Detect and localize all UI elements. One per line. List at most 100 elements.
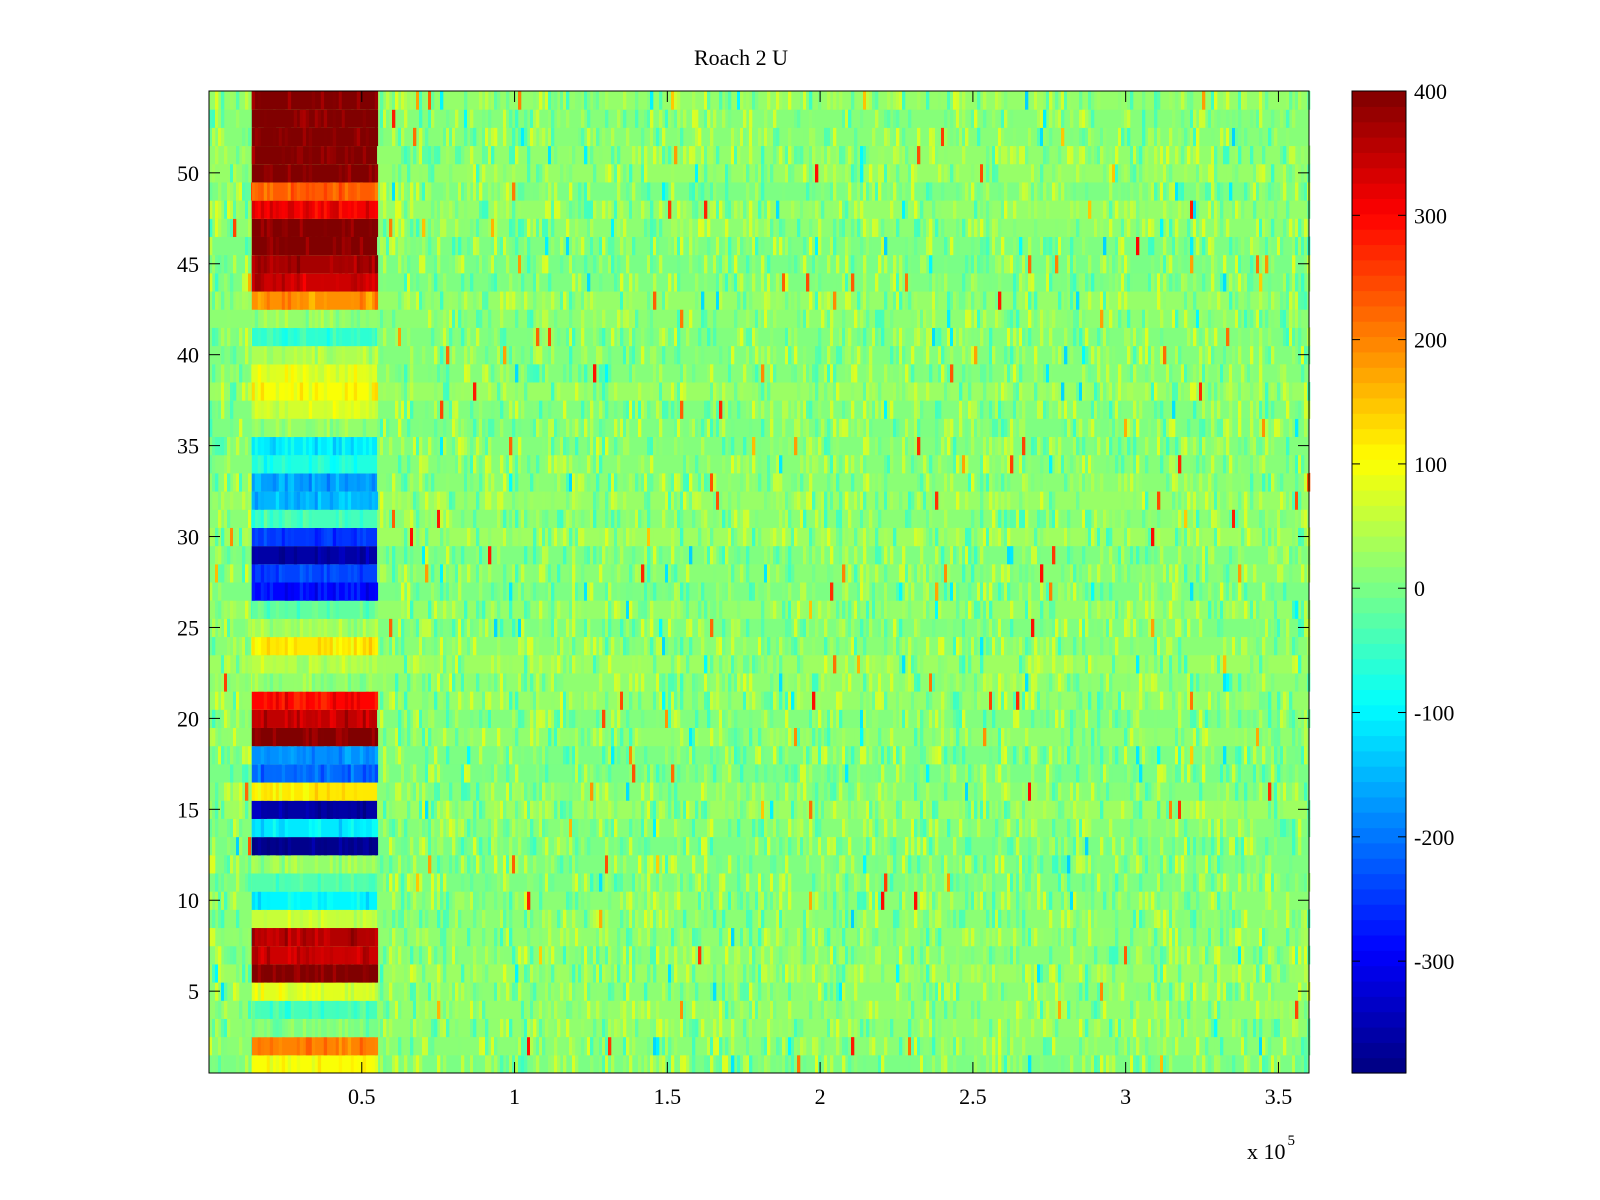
heatmap-cell xyxy=(1175,763,1179,783)
heatmap-cell xyxy=(464,782,468,801)
heatmap-cell xyxy=(788,618,792,638)
heatmap-cell xyxy=(794,618,798,638)
heatmap-cell xyxy=(215,600,219,619)
heatmap-cell xyxy=(932,1018,936,1038)
heatmap-cell xyxy=(1172,909,1176,929)
heatmap-cell xyxy=(881,763,885,783)
heatmap-cell xyxy=(491,836,495,856)
heatmap-cell xyxy=(551,654,555,674)
heatmap-cell xyxy=(464,691,468,710)
heatmap-cell xyxy=(506,818,510,838)
heatmap-cell xyxy=(446,1018,450,1038)
heatmap-cell xyxy=(902,836,906,856)
heatmap-cell xyxy=(791,1036,795,1056)
heatmap-cell xyxy=(569,982,573,1001)
heatmap-cell xyxy=(1280,745,1284,765)
heatmap-cell xyxy=(410,909,414,929)
heatmap-cell xyxy=(437,963,441,983)
heatmap-cell xyxy=(854,945,858,965)
heatmap-cell xyxy=(971,691,975,710)
heatmap-cell xyxy=(425,800,429,819)
heatmap-cell xyxy=(776,909,780,929)
heatmap-cell xyxy=(752,782,756,801)
heatmap-cell xyxy=(248,945,252,965)
heatmap-cell xyxy=(1163,854,1167,874)
heatmap-cell xyxy=(404,563,408,583)
heatmap-cell xyxy=(779,1018,783,1038)
heatmap-block-cell xyxy=(362,818,367,838)
heatmap-cell xyxy=(788,600,792,619)
heatmap-cell xyxy=(827,872,831,892)
heatmap-cell xyxy=(785,672,789,692)
heatmap-cell xyxy=(1016,872,1020,892)
heatmap-block-cell xyxy=(251,545,256,565)
heatmap-cell xyxy=(881,745,885,765)
heatmap-cell xyxy=(551,618,555,638)
heatmap-cell xyxy=(1058,927,1062,947)
heatmap-cell xyxy=(587,1000,591,1019)
heatmap-block-cell xyxy=(338,1054,343,1074)
heatmap-cell xyxy=(893,636,897,656)
heatmap-block-cell xyxy=(296,1054,301,1074)
heatmap-block-cell xyxy=(269,1054,274,1074)
heatmap-cell xyxy=(434,545,438,565)
heatmap-cell xyxy=(992,709,996,728)
heatmap-cell xyxy=(830,945,834,965)
heatmap-cell xyxy=(215,1018,219,1038)
heatmap-cell xyxy=(473,891,477,910)
heatmap-cell xyxy=(788,545,792,565)
heatmap-block-cell xyxy=(266,600,271,619)
heatmap-cell xyxy=(647,872,651,892)
heatmap-cell xyxy=(1187,582,1191,601)
heatmap-cell xyxy=(944,563,948,583)
heatmap-cell xyxy=(725,727,729,747)
heatmap-cell xyxy=(686,982,690,1001)
heatmap-block-cell xyxy=(254,800,259,819)
heatmap-block-cell xyxy=(353,672,358,692)
heatmap-block-cell xyxy=(257,836,262,856)
heatmap-cell xyxy=(839,618,843,638)
heatmap-cell xyxy=(1145,782,1149,801)
heatmap-cell xyxy=(440,854,444,874)
heatmap-cell xyxy=(917,836,921,856)
heatmap-cell xyxy=(1052,709,1056,728)
heatmap-block-cell xyxy=(317,1054,322,1074)
heatmap-cell xyxy=(839,691,843,710)
heatmap-cell xyxy=(731,527,735,547)
heatmap-cell xyxy=(536,691,540,710)
heatmap-cell xyxy=(665,563,669,583)
heatmap-cell xyxy=(749,909,753,929)
heatmap-cell xyxy=(1292,727,1296,747)
heatmap-cell xyxy=(938,927,942,947)
heatmap-cell xyxy=(218,909,222,929)
heatmap-cell xyxy=(1073,563,1077,583)
heatmap-cell xyxy=(1046,763,1050,783)
heatmap-cell xyxy=(698,891,702,910)
heatmap-cell xyxy=(1046,1000,1050,1019)
heatmap-cell xyxy=(719,927,723,947)
heatmap-cell xyxy=(1034,1000,1038,1019)
heatmap-cell xyxy=(512,818,516,838)
heatmap-cell xyxy=(1043,891,1047,910)
heatmap-cell xyxy=(803,909,807,929)
heatmap-cell xyxy=(1004,1054,1008,1074)
heatmap-cell xyxy=(1238,945,1242,965)
heatmap-cell xyxy=(779,872,783,892)
heatmap-cell xyxy=(992,563,996,583)
heatmap-cell xyxy=(494,1054,498,1074)
heatmap-cell xyxy=(755,763,759,783)
heatmap-cell xyxy=(899,582,903,601)
heatmap-block-cell xyxy=(272,563,277,583)
heatmap-cell xyxy=(473,945,477,965)
heatmap-cell xyxy=(491,763,495,783)
heatmap-cell xyxy=(788,1000,792,1019)
heatmap-cell xyxy=(440,527,444,547)
heatmap-cell xyxy=(1193,1018,1197,1038)
heatmap-cell xyxy=(425,618,429,638)
heatmap-cell xyxy=(713,600,717,619)
heatmap-cell xyxy=(554,672,558,692)
heatmap-cell xyxy=(1022,691,1026,710)
heatmap-block-cell xyxy=(275,1054,280,1074)
heatmap-cell xyxy=(659,691,663,710)
heatmap-cell xyxy=(485,854,489,874)
